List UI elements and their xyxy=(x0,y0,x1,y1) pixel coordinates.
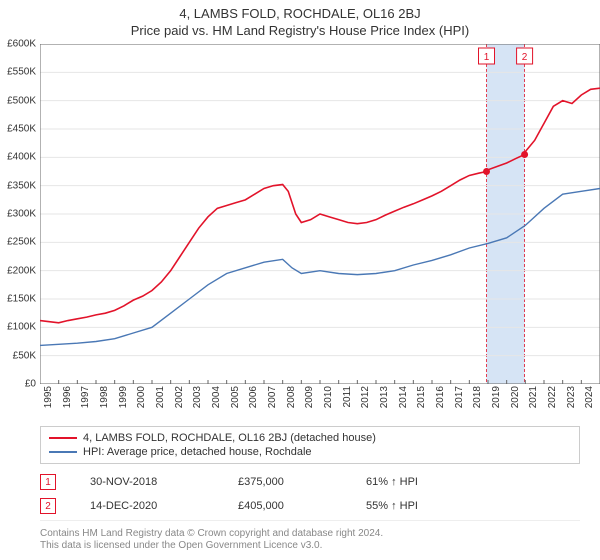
line-chart: 12 xyxy=(40,44,600,384)
x-tick-label: 2019 xyxy=(491,386,502,408)
x-tick-label: 1998 xyxy=(99,386,110,408)
y-tick-label: £150K xyxy=(7,294,36,305)
x-tick-label: 2003 xyxy=(192,386,203,408)
x-tick-label: 2007 xyxy=(267,386,278,408)
transaction-delta: 55% ↑ HPI xyxy=(366,500,506,512)
chart-area: £0£50K£100K£150K£200K£250K£300K£350K£400… xyxy=(40,44,600,384)
transaction-badge: 2 xyxy=(40,498,56,514)
x-tick-label: 2001 xyxy=(155,386,166,408)
attrib-line2: This data is licensed under the Open Gov… xyxy=(40,540,580,551)
transaction-date: 30-NOV-2018 xyxy=(90,476,210,488)
x-tick-label: 2016 xyxy=(435,386,446,408)
transaction-date: 14-DEC-2020 xyxy=(90,500,210,512)
x-tick-label: 2010 xyxy=(323,386,334,408)
y-tick-label: £200K xyxy=(7,265,36,276)
title-subtitle: Price paid vs. HM Land Registry's House … xyxy=(0,23,600,38)
x-tick-label: 2009 xyxy=(304,386,315,408)
x-tick-label: 2006 xyxy=(248,386,259,408)
legend-label: HPI: Average price, detached house, Roch… xyxy=(83,446,312,458)
transaction-price: £375,000 xyxy=(238,476,338,488)
x-tick-label: 2000 xyxy=(136,386,147,408)
legend-label: 4, LAMBS FOLD, ROCHDALE, OL16 2BJ (detac… xyxy=(83,432,376,444)
x-tick-label: 2020 xyxy=(510,386,521,408)
y-tick-label: £400K xyxy=(7,152,36,163)
x-tick-label: 2013 xyxy=(379,386,390,408)
legend-row: HPI: Average price, detached house, Roch… xyxy=(49,445,571,459)
transaction-table: 1 30-NOV-2018 £375,000 61% ↑ HPI 2 14-DEC-202… xyxy=(40,470,580,518)
x-tick-label: 2004 xyxy=(211,386,222,408)
x-tick-label: 2012 xyxy=(360,386,371,408)
title-address: 4, LAMBS FOLD, ROCHDALE, OL16 2BJ xyxy=(0,6,600,21)
y-tick-label: £100K xyxy=(7,322,36,333)
transaction-delta: 61% ↑ HPI xyxy=(366,476,506,488)
x-tick-label: 2014 xyxy=(398,386,409,408)
x-tick-label: 2002 xyxy=(174,386,185,408)
x-tick-label: 2023 xyxy=(566,386,577,408)
transaction-row: 2 14-DEC-2020 £405,000 55% ↑ HPI xyxy=(40,494,580,518)
transaction-badge: 1 xyxy=(40,474,56,490)
x-axis-labels: 1995 1996 1997 1998 1999 2000 2001 2002 2003 2004… xyxy=(40,384,600,422)
x-tick-label: 2011 xyxy=(342,386,353,408)
x-tick-label: 2024 xyxy=(584,386,595,408)
svg-text:1: 1 xyxy=(484,52,490,63)
attribution: Contains HM Land Registry data © Crown c… xyxy=(40,520,580,551)
x-tick-label: 1999 xyxy=(118,386,129,408)
transaction-row: 1 30-NOV-2018 £375,000 61% ↑ HPI xyxy=(40,470,580,494)
x-tick-label: 2017 xyxy=(454,386,465,408)
x-tick-label: 1997 xyxy=(80,386,91,408)
y-tick-label: £0 xyxy=(25,379,36,390)
svg-text:2: 2 xyxy=(522,52,528,63)
legend-swatch xyxy=(49,437,77,439)
x-tick-label: 1996 xyxy=(62,386,73,408)
y-tick-label: £450K xyxy=(7,124,36,135)
x-tick-label: 2005 xyxy=(230,386,241,408)
y-tick-label: £500K xyxy=(7,95,36,106)
y-tick-label: £600K xyxy=(7,39,36,50)
x-tick-label: 1995 xyxy=(43,386,54,408)
x-tick-label: 2015 xyxy=(416,386,427,408)
x-tick-label: 2018 xyxy=(472,386,483,408)
y-tick-label: £250K xyxy=(7,237,36,248)
x-tick-label: 2022 xyxy=(547,386,558,408)
x-tick-label: 2021 xyxy=(528,386,539,408)
transaction-price: £405,000 xyxy=(238,500,338,512)
y-tick-label: £350K xyxy=(7,180,36,191)
y-tick-label: £550K xyxy=(7,67,36,78)
chart-title-block: 4, LAMBS FOLD, ROCHDALE, OL16 2BJ Price … xyxy=(0,0,600,38)
attrib-line1: Contains HM Land Registry data © Crown c… xyxy=(40,528,580,539)
y-axis-labels: £0£50K£100K£150K£200K£250K£300K£350K£400… xyxy=(0,44,40,384)
x-tick-label: 2008 xyxy=(286,386,297,408)
legend-swatch xyxy=(49,451,77,453)
legend-box: 4, LAMBS FOLD, ROCHDALE, OL16 2BJ (detac… xyxy=(40,426,580,464)
legend-row: 4, LAMBS FOLD, ROCHDALE, OL16 2BJ (detac… xyxy=(49,431,571,445)
y-tick-label: £50K xyxy=(13,350,36,361)
y-tick-label: £300K xyxy=(7,209,36,220)
